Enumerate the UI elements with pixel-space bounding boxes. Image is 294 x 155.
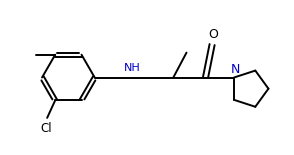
Text: N: N [231, 63, 240, 76]
Text: O: O [209, 28, 218, 41]
Text: NH: NH [124, 63, 141, 73]
Text: Cl: Cl [40, 122, 51, 135]
